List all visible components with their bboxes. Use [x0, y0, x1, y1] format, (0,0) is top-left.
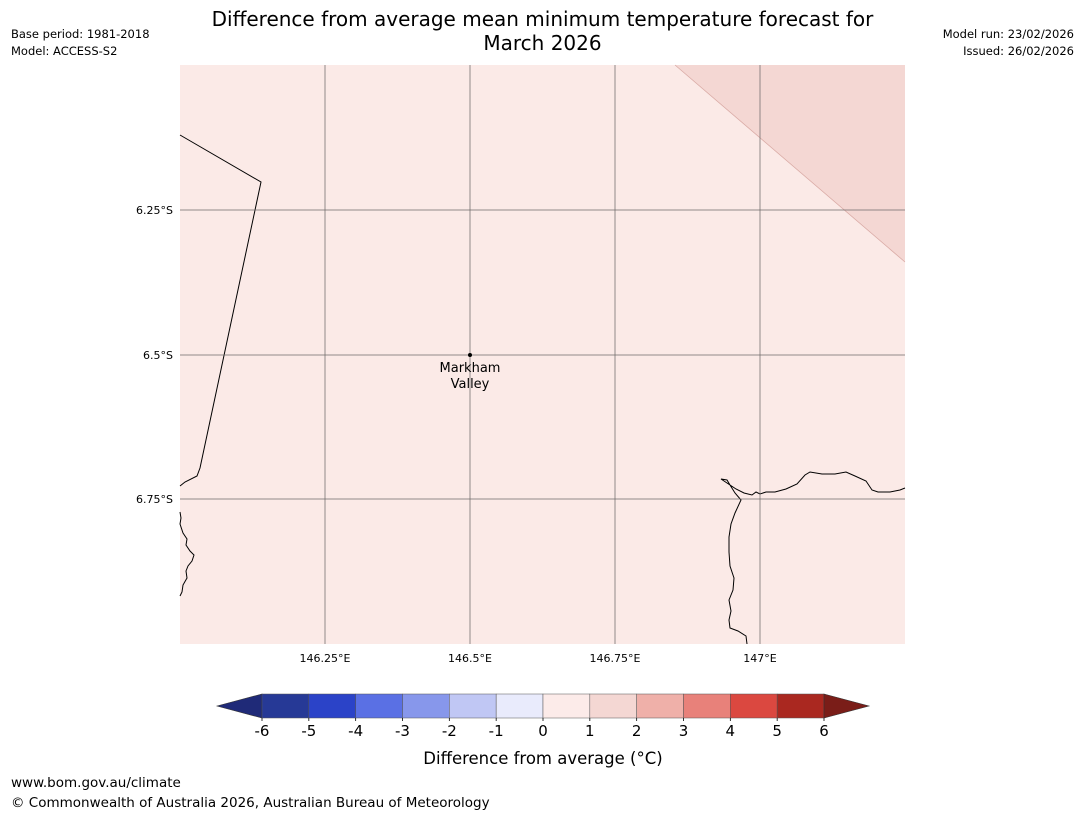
lat-label-6-75: 6.75°S [136, 493, 173, 506]
colorbar-segment [495, 693, 544, 719]
colorbar-tick-label: -4 [348, 722, 363, 740]
colorbar-segment [589, 693, 637, 719]
colorbar-segment [636, 693, 684, 719]
model-run: Model run: 23/02/2026 [942, 27, 1074, 41]
meta-left: Base period: 1981-2018 Model: ACCESS-S2 [11, 26, 150, 60]
colorbar-segment [308, 693, 356, 719]
base-period: Base period: 1981-2018 [11, 27, 150, 41]
lon-label-147: 147°E [743, 652, 776, 665]
colorbar-segment [449, 693, 497, 719]
colorbar-tick-label: 1 [585, 722, 595, 740]
place-marker [468, 353, 472, 357]
colorbar-label: Difference from average (°C) [423, 749, 662, 768]
issued-date: Issued: 26/02/2026 [963, 44, 1074, 58]
place-name-line-1: Markham [440, 361, 501, 376]
colorbar-tick-label: 0 [538, 722, 548, 740]
title-line-2: March 2026 [483, 31, 602, 55]
warm-region-edge [674, 64, 906, 263]
colorbar-tick-label: 3 [679, 722, 689, 740]
colorbar-tick-label: 5 [772, 722, 782, 740]
border-line [179, 134, 262, 487]
coastline-east [720, 471, 906, 645]
colorbar-tick-label: -2 [442, 722, 457, 740]
colorbar-segment [542, 693, 591, 719]
colorbar-segment [402, 693, 450, 719]
chart-title: Difference from average mean minimum tem… [0, 7, 1085, 55]
colorbar-tick-label: -5 [301, 722, 316, 740]
colorbar-segment [683, 693, 731, 719]
colorbar-tick-label: 2 [632, 722, 642, 740]
lon-label-146-75: 146.75°E [590, 652, 641, 665]
lon-label-146-5: 146.5°E [448, 652, 492, 665]
colorbar-extend-low [215, 693, 263, 719]
coastline-west [179, 511, 195, 597]
lat-label-6-25: 6.25°S [136, 204, 173, 217]
colorbar: -6 -5 -4 -3 -2 -1 0 1 2 3 4 5 6 Difference from aver… [215, 693, 871, 768]
title-line-1: Difference from average mean minimum tem… [211, 7, 874, 31]
meta-right: Model run: 23/02/2026 Issued: 26/02/2026 [943, 26, 1074, 60]
lat-label-6-5: 6.5°S [143, 349, 173, 362]
lon-label-146-25: 146.25°E [300, 652, 351, 665]
model-name: Model: ACCESS-S2 [11, 44, 118, 58]
colorbar-tick-label: 6 [819, 722, 829, 740]
colorbar-extend-high [823, 693, 871, 719]
place-name-line-2: Valley [451, 377, 490, 392]
colorbar-segment [730, 693, 778, 719]
colorbar-segment [776, 693, 825, 719]
colorbar-tick-label: -1 [489, 722, 504, 740]
colorbar-segment [261, 693, 310, 719]
colorbar-tick-label: -3 [395, 722, 410, 740]
colorbar-segment [355, 693, 403, 719]
colorbar-tick-label: 4 [726, 722, 736, 740]
footer-url: www.bom.gov.au/climate [11, 775, 181, 791]
graticule [180, 65, 905, 644]
footer-copyright: © Commonwealth of Australia 2026, Austra… [11, 795, 490, 811]
colorbar-tick-label: -6 [255, 722, 270, 740]
